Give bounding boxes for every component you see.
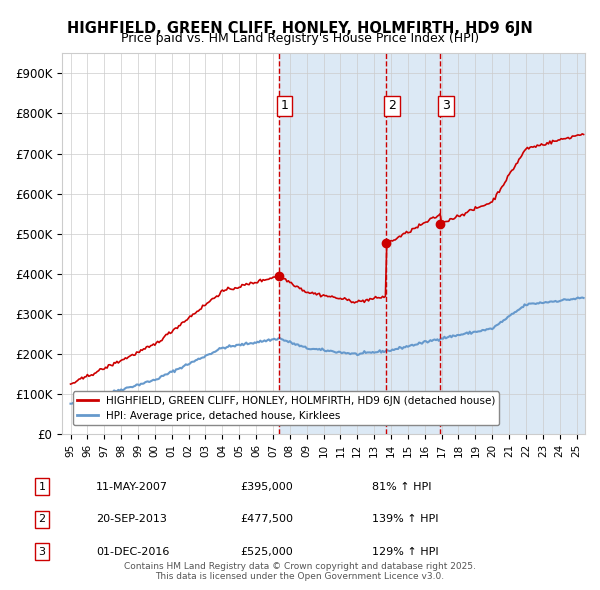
Text: £395,000: £395,000 — [240, 482, 293, 491]
Text: 3: 3 — [38, 547, 46, 556]
Text: 81% ↑ HPI: 81% ↑ HPI — [372, 482, 431, 491]
Legend: HIGHFIELD, GREEN CLIFF, HONLEY, HOLMFIRTH, HD9 6JN (detached house), HPI: Averag: HIGHFIELD, GREEN CLIFF, HONLEY, HOLMFIRT… — [73, 392, 499, 425]
Text: 1: 1 — [281, 100, 289, 113]
Text: Price paid vs. HM Land Registry's House Price Index (HPI): Price paid vs. HM Land Registry's House … — [121, 32, 479, 45]
Text: 2: 2 — [388, 100, 396, 113]
Text: £525,000: £525,000 — [240, 547, 293, 556]
Text: 3: 3 — [442, 100, 450, 113]
Text: 20-SEP-2013: 20-SEP-2013 — [96, 514, 167, 524]
Bar — [279, 53, 585, 434]
Text: 11-MAY-2007: 11-MAY-2007 — [96, 482, 168, 491]
Text: 1: 1 — [38, 482, 46, 491]
Text: HIGHFIELD, GREEN CLIFF, HONLEY, HOLMFIRTH, HD9 6JN: HIGHFIELD, GREEN CLIFF, HONLEY, HOLMFIRT… — [67, 21, 533, 35]
Text: 139% ↑ HPI: 139% ↑ HPI — [372, 514, 439, 524]
Text: £477,500: £477,500 — [240, 514, 293, 524]
Text: Contains HM Land Registry data © Crown copyright and database right 2025.
This d: Contains HM Land Registry data © Crown c… — [124, 562, 476, 581]
Text: 2: 2 — [38, 514, 46, 524]
Text: 01-DEC-2016: 01-DEC-2016 — [96, 547, 169, 556]
Text: 129% ↑ HPI: 129% ↑ HPI — [372, 547, 439, 556]
